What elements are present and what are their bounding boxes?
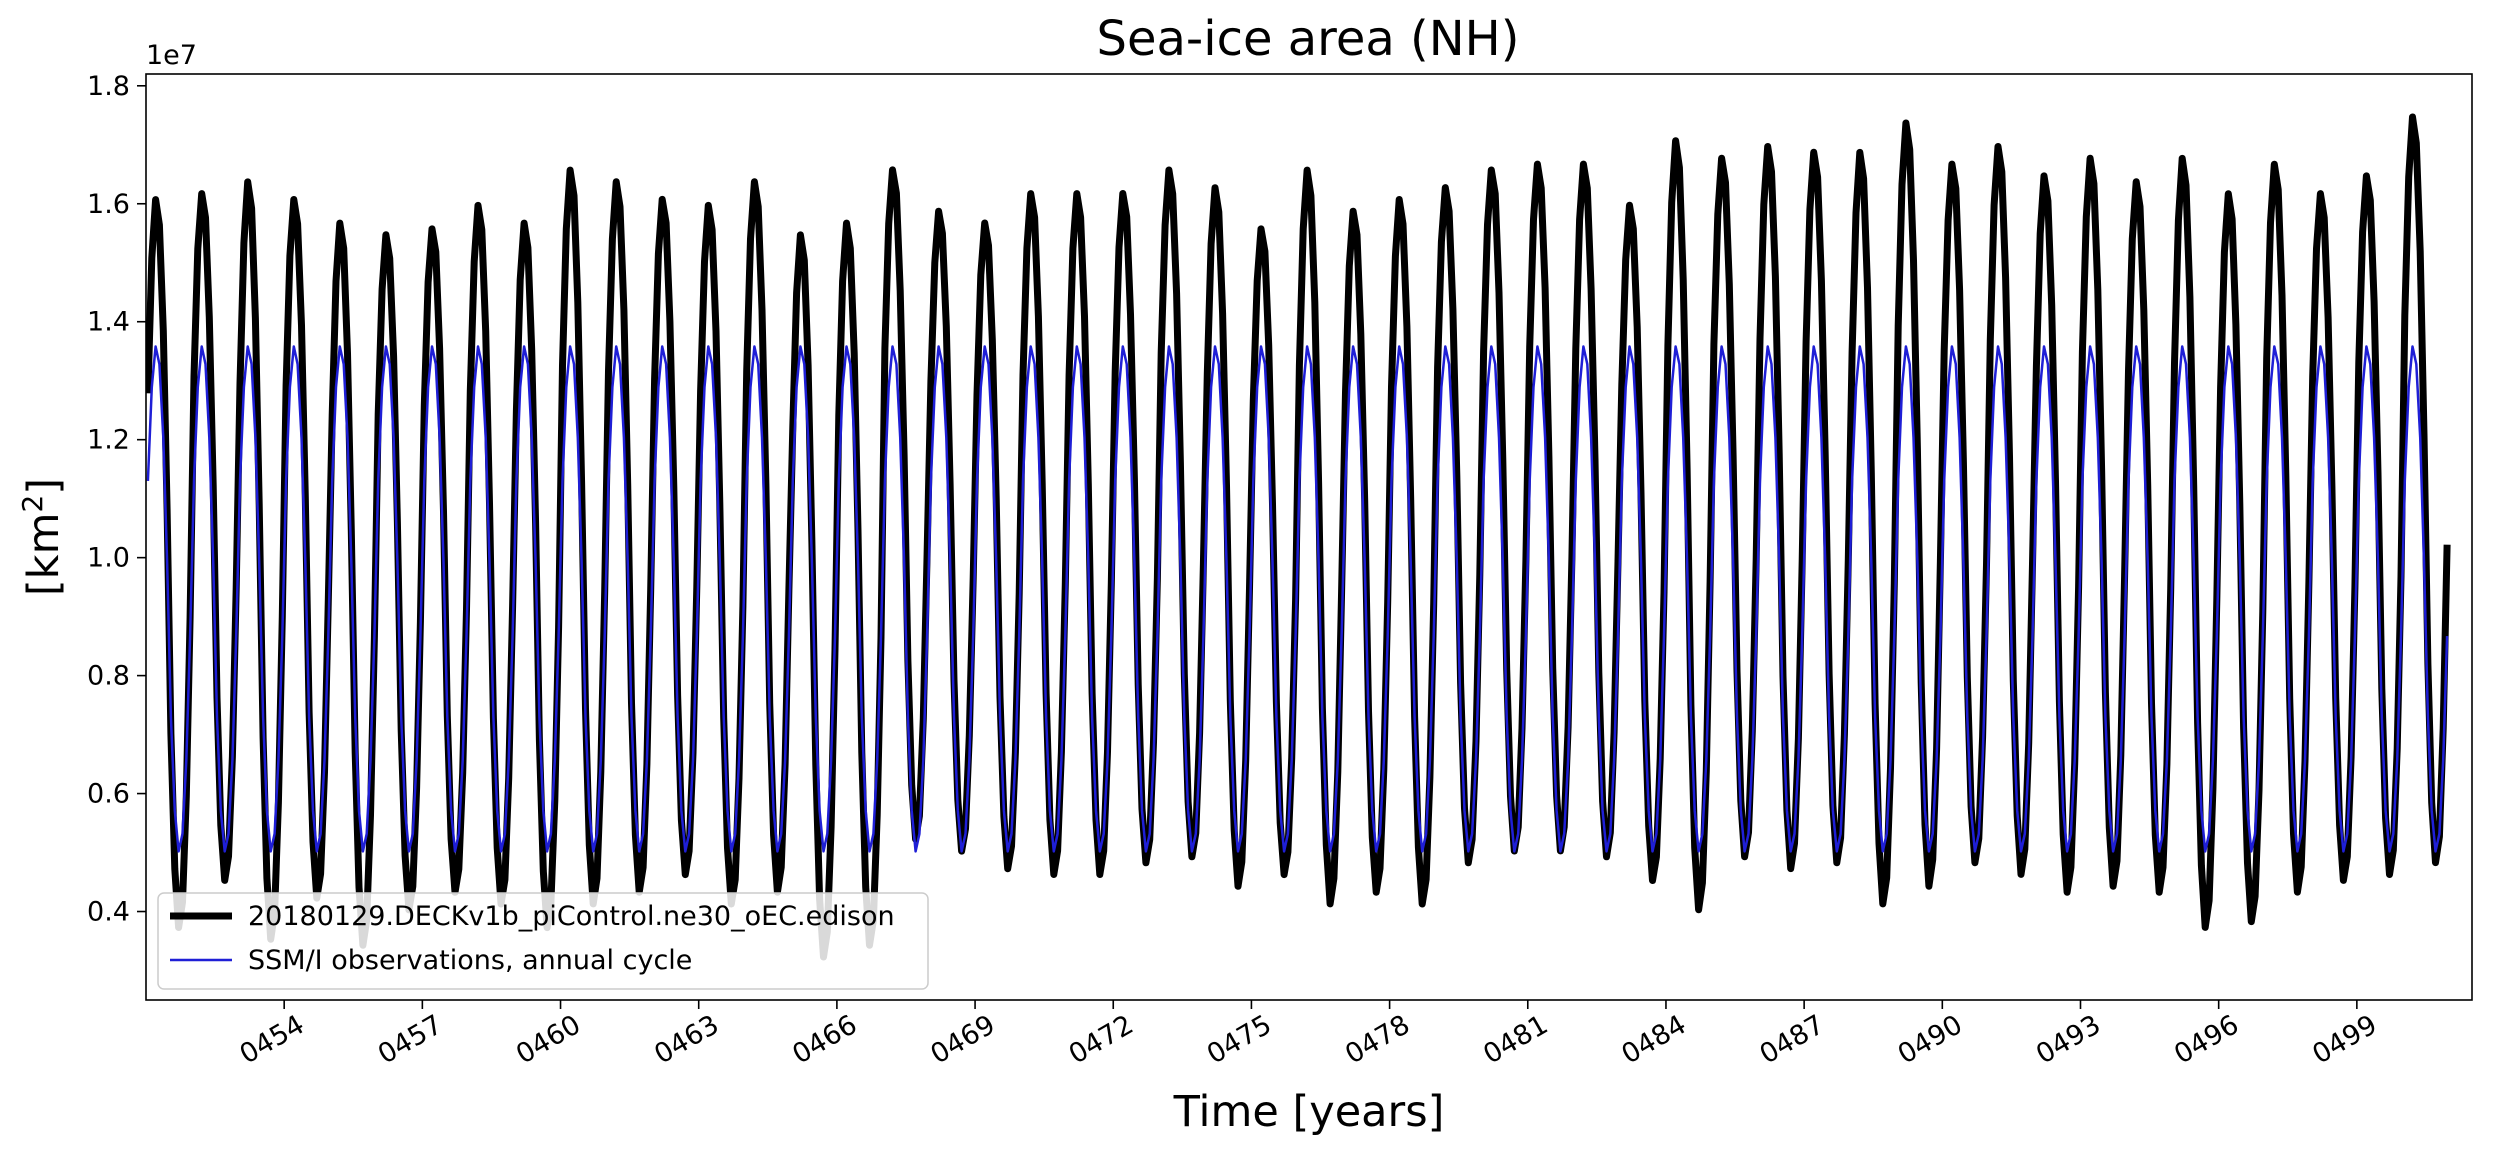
x-axis: 0454 0457 0460 0463 0466 0469 0472 0475 0478 0481… (235, 1000, 2382, 1070)
x-tick-label: 0481 (1478, 1009, 1553, 1070)
legend-box (157, 892, 929, 990)
plot-frame (145, 73, 2473, 1001)
x-tick-label: 0499 (2307, 1009, 2382, 1070)
series-layer (146, 113, 2451, 961)
y-tick-label: 0.6 (87, 779, 130, 810)
x-tick-label: 0472 (1064, 1009, 1139, 1070)
series-line-observations (146, 345, 2449, 853)
x-tick-label: 0496 (2169, 1009, 2244, 1070)
legend-label-obs: SSM/I observations, annual cycle (248, 945, 692, 976)
y-tick-label: 1.6 (87, 189, 130, 220)
x-tick-label: 0487 (1755, 1009, 1830, 1070)
y-axis-label: [km2] (16, 478, 69, 596)
y-axis-label-base: [km (19, 513, 69, 597)
chart-title: Sea-ice area (NH) (1097, 11, 1520, 67)
y-axis: 0.4 0.6 0.8 1.0 1.2 1.4 1.6 1.8 (87, 71, 146, 928)
x-tick-label: 0460 (511, 1009, 586, 1070)
x-tick-label: 0484 (1616, 1009, 1691, 1070)
x-tick-label: 0463 (649, 1009, 724, 1070)
y-tick-label: 0.8 (87, 661, 130, 692)
x-tick-label: 0457 (373, 1009, 448, 1070)
y-tick-label: 1.2 (87, 425, 130, 456)
y-axis-label-sup: 2 (16, 495, 49, 513)
y-tick-label: 1.0 (87, 543, 130, 574)
x-tick-label: 0478 (1340, 1009, 1415, 1070)
x-tick-label: 0466 (787, 1009, 862, 1070)
x-tick-label: 0469 (926, 1009, 1001, 1070)
y-axis-label-end: ] (19, 478, 69, 495)
x-tick-label: 0454 (235, 1009, 310, 1070)
x-axis-label: Time [years] (1173, 1087, 1445, 1137)
x-tick-label: 0490 (1893, 1009, 1968, 1070)
series-line-model (146, 113, 2451, 961)
y-tick-label: 1.4 (87, 307, 130, 338)
y-offset-text: 1e7 (146, 40, 197, 71)
x-tick-label: 0493 (2031, 1009, 2106, 1070)
x-tick-label: 0475 (1202, 1009, 1277, 1070)
legend: 20180129.DECKv1b_piControl.ne30_oEC.edis… (157, 892, 929, 990)
y-tick-label: 0.4 (87, 897, 130, 928)
legend-label-model: 20180129.DECKv1b_piControl.ne30_oEC.edis… (248, 901, 895, 932)
y-tick-label: 1.8 (87, 71, 130, 102)
